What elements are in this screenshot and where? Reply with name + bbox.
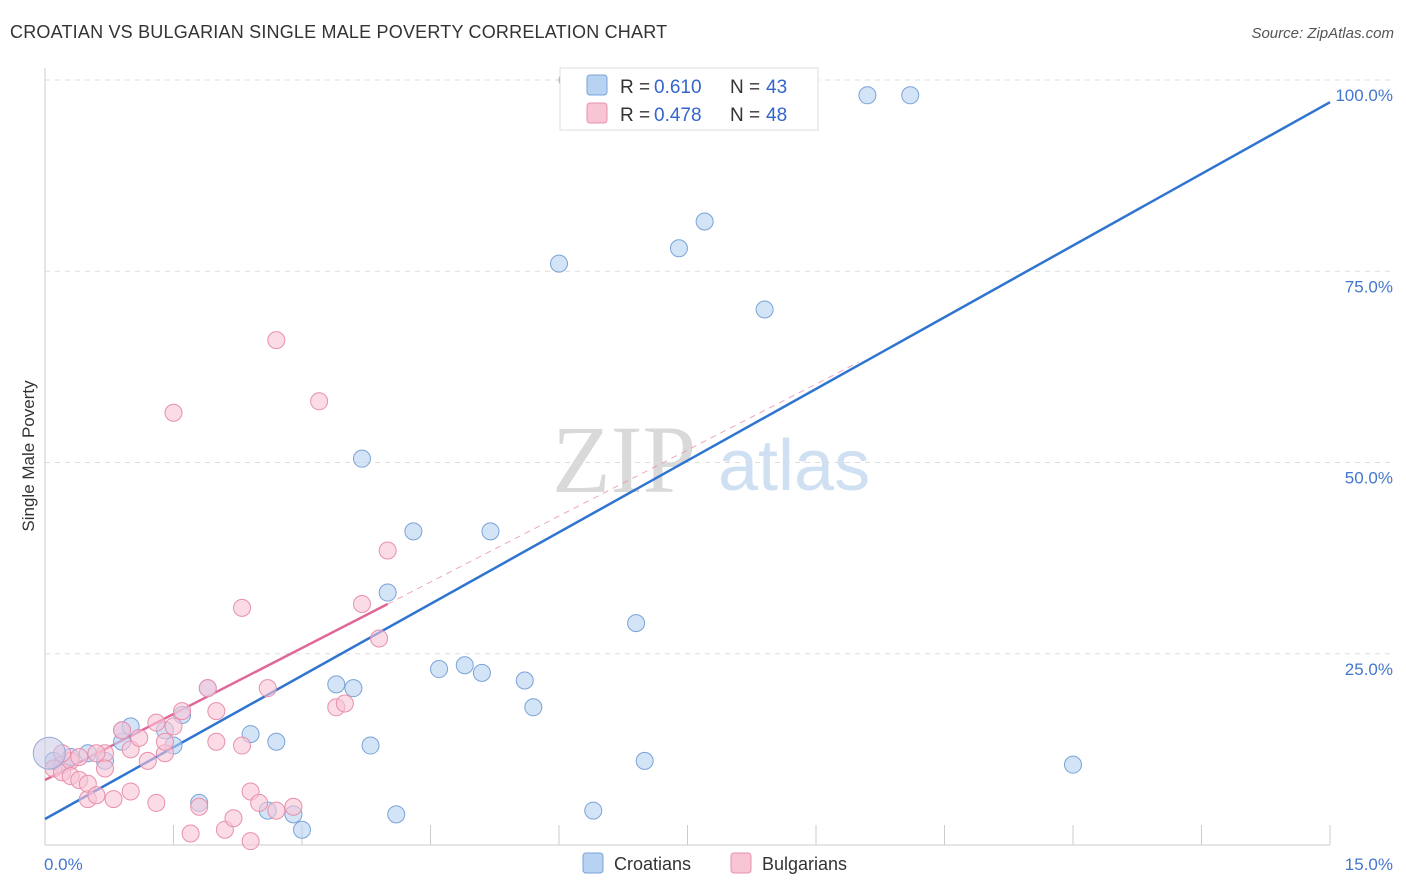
point-bulgarians-39 (164, 403, 183, 422)
point-bulgarians-40 (310, 392, 329, 411)
point-bulgarians-32 (241, 832, 260, 851)
point-bulgarians-17 (147, 713, 166, 732)
point-croatians-31 (550, 254, 568, 273)
y-tick-label-75: 75.0% (1345, 277, 1393, 296)
point-bulgarians-10 (95, 759, 114, 778)
point-croatians-21 (352, 449, 371, 468)
trend-lines (44, 101, 1331, 821)
point-bulgarians-38 (284, 797, 303, 816)
point-bulgarians-15 (130, 728, 149, 747)
point-bulgarians-8 (87, 786, 106, 805)
legend-bottom: Croatians Bulgarians (582, 852, 847, 874)
point-bulgarians-37 (267, 801, 286, 820)
point-bulgarians-24 (190, 797, 209, 816)
chart-title: CROATIAN VS BULGARIAN SINGLE MALE POVERT… (10, 22, 667, 42)
y-axis-title: Single Male Poverty (19, 380, 38, 532)
watermark: ZIP atlas (552, 406, 870, 513)
x-tick-label-15: 15.0% (1345, 855, 1393, 874)
point-croatians-29 (515, 671, 534, 690)
legend-n-label-bulgarians: N = (730, 105, 760, 126)
point-croatians-35 (669, 239, 688, 258)
point-bulgarians-43 (352, 595, 371, 614)
point-croatians-32 (584, 801, 603, 820)
point-bulgarians-21 (164, 717, 183, 736)
point-bulgarians-11 (104, 790, 123, 809)
point-bulgarians-13 (121, 782, 140, 801)
point-bulgarians-44 (370, 629, 389, 648)
point-bulgarians-18 (147, 793, 166, 812)
legend-n-value-bulgarians: 48 (766, 105, 787, 126)
legend-n-label-croatians: N = (730, 77, 760, 98)
legend-bottom-label-croatians: Croatians (614, 854, 691, 874)
point-bulgarians-27 (207, 732, 226, 751)
point-croatians-39 (858, 86, 877, 105)
point-bulgarians-36 (267, 331, 286, 350)
point-croatians-25 (430, 660, 449, 679)
point-bulgarians-26 (207, 702, 226, 721)
legend-n-value-croatians: 43 (766, 77, 787, 98)
point-bulgarians-29 (224, 809, 243, 828)
trend-line-croatians (44, 101, 1331, 821)
legend-top: R = 0.610 N = 43 R = 0.478 N = 48 (559, 67, 819, 131)
point-cluster-origin (32, 736, 66, 770)
point-croatians-34 (635, 751, 654, 770)
point-croatians-22 (378, 583, 397, 602)
point-bulgarians-31 (233, 598, 252, 617)
point-croatians-18 (327, 675, 346, 694)
point-croatians-24 (404, 522, 423, 541)
point-bulgarians-47 (87, 744, 106, 763)
legend-bottom-label-bulgarians: Bulgarians (762, 854, 847, 874)
watermark-atlas: atlas (718, 426, 870, 506)
y-tick-label-50: 50.0% (1345, 469, 1393, 488)
x-ticks (173, 825, 1331, 845)
point-bulgarians-35 (258, 679, 277, 698)
legend-r-label-bulgarians: R = (620, 105, 650, 126)
y-tick-label-100: 100.0% (1335, 86, 1393, 105)
point-croatians-28 (481, 522, 500, 541)
point-bulgarians-42 (335, 694, 354, 713)
point-bulgarians-22 (173, 702, 192, 721)
point-bulgarians-34 (250, 793, 269, 812)
point-bulgarians-5 (70, 748, 89, 767)
legend-swatch-bulgarians (586, 102, 608, 124)
point-croatians-33 (627, 614, 646, 633)
point-croatians-40 (901, 86, 920, 105)
point-bulgarians-20 (155, 732, 174, 751)
point-croatians-20 (361, 736, 380, 755)
point-bulgarians-23 (181, 824, 200, 843)
legend-r-value-bulgarians: 0.478 (654, 105, 702, 126)
tick-labels: 25.0% 50.0% 75.0% 100.0% 0.0% 15.0% (44, 86, 1393, 874)
point-croatians-30 (524, 698, 543, 717)
point-croatians-41 (1064, 755, 1082, 774)
point-croatians-19 (344, 679, 363, 698)
data-points (32, 71, 1082, 851)
point-bulgarians-16 (138, 751, 157, 770)
point-croatians-36 (695, 212, 714, 231)
legend-bottom-swatch-bulgarians (730, 852, 752, 874)
point-croatians-37 (755, 300, 774, 319)
x-tick-label-0: 0.0% (44, 855, 83, 874)
chart-source: Source: ZipAtlas.com (1251, 25, 1394, 42)
point-bulgarians-30 (233, 736, 252, 755)
y-tick-label-25: 25.0% (1345, 660, 1393, 679)
trend-extension-bulgarians (387, 361, 860, 605)
legend-swatch-croatians (586, 74, 608, 96)
point-croatians-17 (293, 820, 311, 839)
point-croatians-26 (455, 656, 474, 675)
legend-r-value-croatians: 0.610 (654, 77, 702, 98)
legend-r-label-croatians: R = (620, 77, 650, 98)
legend-bottom-swatch-croatians (582, 852, 604, 874)
point-croatians-27 (472, 663, 491, 682)
point-bulgarians-25 (198, 679, 217, 698)
point-bulgarians-45 (378, 541, 397, 560)
point-bulgarians-12 (113, 721, 132, 740)
point-croatians-23 (387, 805, 406, 824)
point-croatians-15 (267, 732, 286, 751)
grid-layer (45, 79, 1392, 655)
